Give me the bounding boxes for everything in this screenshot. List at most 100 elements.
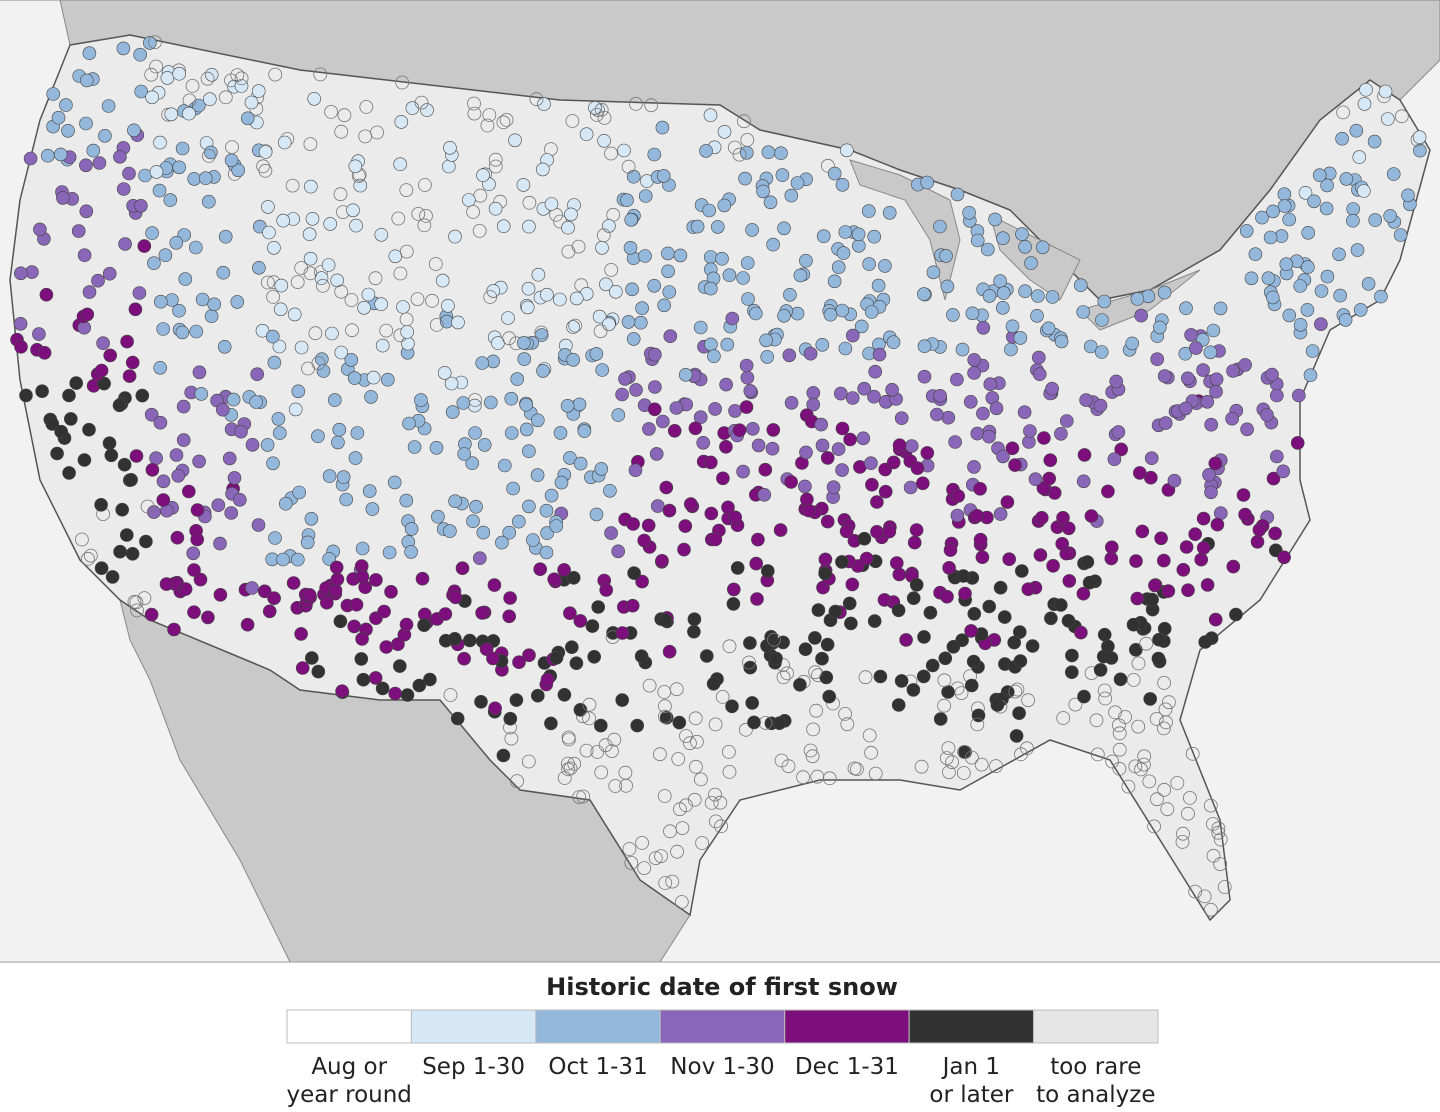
station-dot <box>82 46 97 61</box>
legend-swatch <box>908 1009 1035 1044</box>
station-dot <box>765 441 780 456</box>
station-dot <box>462 633 477 648</box>
station-dot <box>1077 689 1091 704</box>
station-dot <box>625 598 640 613</box>
station-dot <box>678 519 693 533</box>
legend-swatch <box>535 1009 661 1044</box>
station-dot <box>488 201 503 216</box>
station-dot <box>266 289 281 304</box>
station-dot <box>53 147 68 162</box>
station-dot <box>937 673 952 688</box>
station-dot <box>568 318 583 333</box>
station-dot <box>445 405 460 419</box>
station-dot <box>311 664 326 679</box>
station-dot <box>737 114 751 129</box>
station-dot <box>1314 284 1329 298</box>
station-dot <box>393 157 408 171</box>
station-dot <box>851 239 866 253</box>
station-dot <box>561 762 575 777</box>
station-dot <box>347 619 362 634</box>
station-dot <box>843 432 857 447</box>
station-dot <box>967 460 981 474</box>
station-dot <box>658 699 672 714</box>
station-dot <box>836 246 851 260</box>
station-dot <box>596 228 611 243</box>
station-dot <box>387 475 402 490</box>
station-dot <box>186 546 200 561</box>
station-dot <box>1025 639 1040 653</box>
station-dot <box>83 548 98 563</box>
station-dot <box>1206 848 1221 863</box>
station-dot <box>604 146 618 161</box>
station-dot <box>207 297 221 312</box>
station-dot <box>104 448 119 463</box>
station-dot <box>1213 301 1228 316</box>
station-dot <box>706 676 721 691</box>
lake-huron <box>989 214 1081 301</box>
station-dot <box>1188 527 1202 542</box>
station-dot <box>886 335 901 350</box>
station-dot <box>224 506 238 520</box>
station-dot <box>261 200 275 214</box>
station-dot <box>496 115 511 130</box>
station-dot <box>304 651 319 665</box>
station-dot <box>417 178 432 192</box>
station-dot <box>466 514 480 529</box>
station-dot <box>739 146 754 160</box>
station-dot <box>1061 521 1076 536</box>
station-dot <box>1080 555 1095 569</box>
station-dot <box>1209 372 1224 387</box>
station-dot <box>94 363 109 378</box>
station-dot <box>50 446 64 461</box>
station-dot <box>368 271 383 286</box>
station-dot <box>379 640 394 654</box>
station-dot <box>451 315 465 330</box>
station-dot <box>1202 467 1216 482</box>
station-dot <box>1268 526 1282 541</box>
station-dot <box>13 316 28 331</box>
station-dot <box>1196 363 1210 377</box>
station-dot <box>569 291 584 306</box>
station-dot <box>802 503 816 518</box>
station-dot <box>273 302 288 317</box>
station-dot <box>540 526 554 540</box>
station-dot <box>216 265 231 280</box>
station-dot <box>607 732 622 747</box>
station-dot <box>1109 374 1123 389</box>
station-dot <box>618 372 632 386</box>
station-dot <box>758 462 773 477</box>
station-dot <box>819 670 834 685</box>
station-dot <box>1014 747 1028 762</box>
station-dot <box>799 253 813 268</box>
station-dot <box>307 92 322 106</box>
station-dot <box>1336 105 1350 120</box>
station-dot <box>1074 278 1088 293</box>
station-dot <box>1277 550 1291 565</box>
station-dot <box>642 678 657 693</box>
station-dot <box>344 293 359 307</box>
station-dot <box>294 627 308 641</box>
station-dot <box>945 755 959 770</box>
station-dot <box>333 614 348 629</box>
station-dot <box>878 484 893 499</box>
station-dot <box>1082 575 1097 590</box>
station-dot <box>80 307 95 322</box>
station-dot <box>457 651 471 666</box>
station-dot <box>1413 143 1427 158</box>
station-dot <box>966 654 981 669</box>
legend-label: year round <box>287 1082 412 1108</box>
station-dot <box>392 659 407 673</box>
station-dot <box>1307 194 1321 209</box>
station-dot <box>522 499 536 514</box>
station-dot <box>1320 269 1335 284</box>
station-dot <box>1282 308 1297 323</box>
station-dot <box>257 584 272 599</box>
station-dot <box>531 267 546 282</box>
station-dot <box>877 593 892 607</box>
station-dot <box>300 535 315 550</box>
station-dot <box>745 696 760 710</box>
station-dot <box>1196 511 1211 526</box>
station-dot <box>530 413 545 428</box>
station-dot <box>1130 591 1145 606</box>
station-dot <box>1083 339 1098 354</box>
